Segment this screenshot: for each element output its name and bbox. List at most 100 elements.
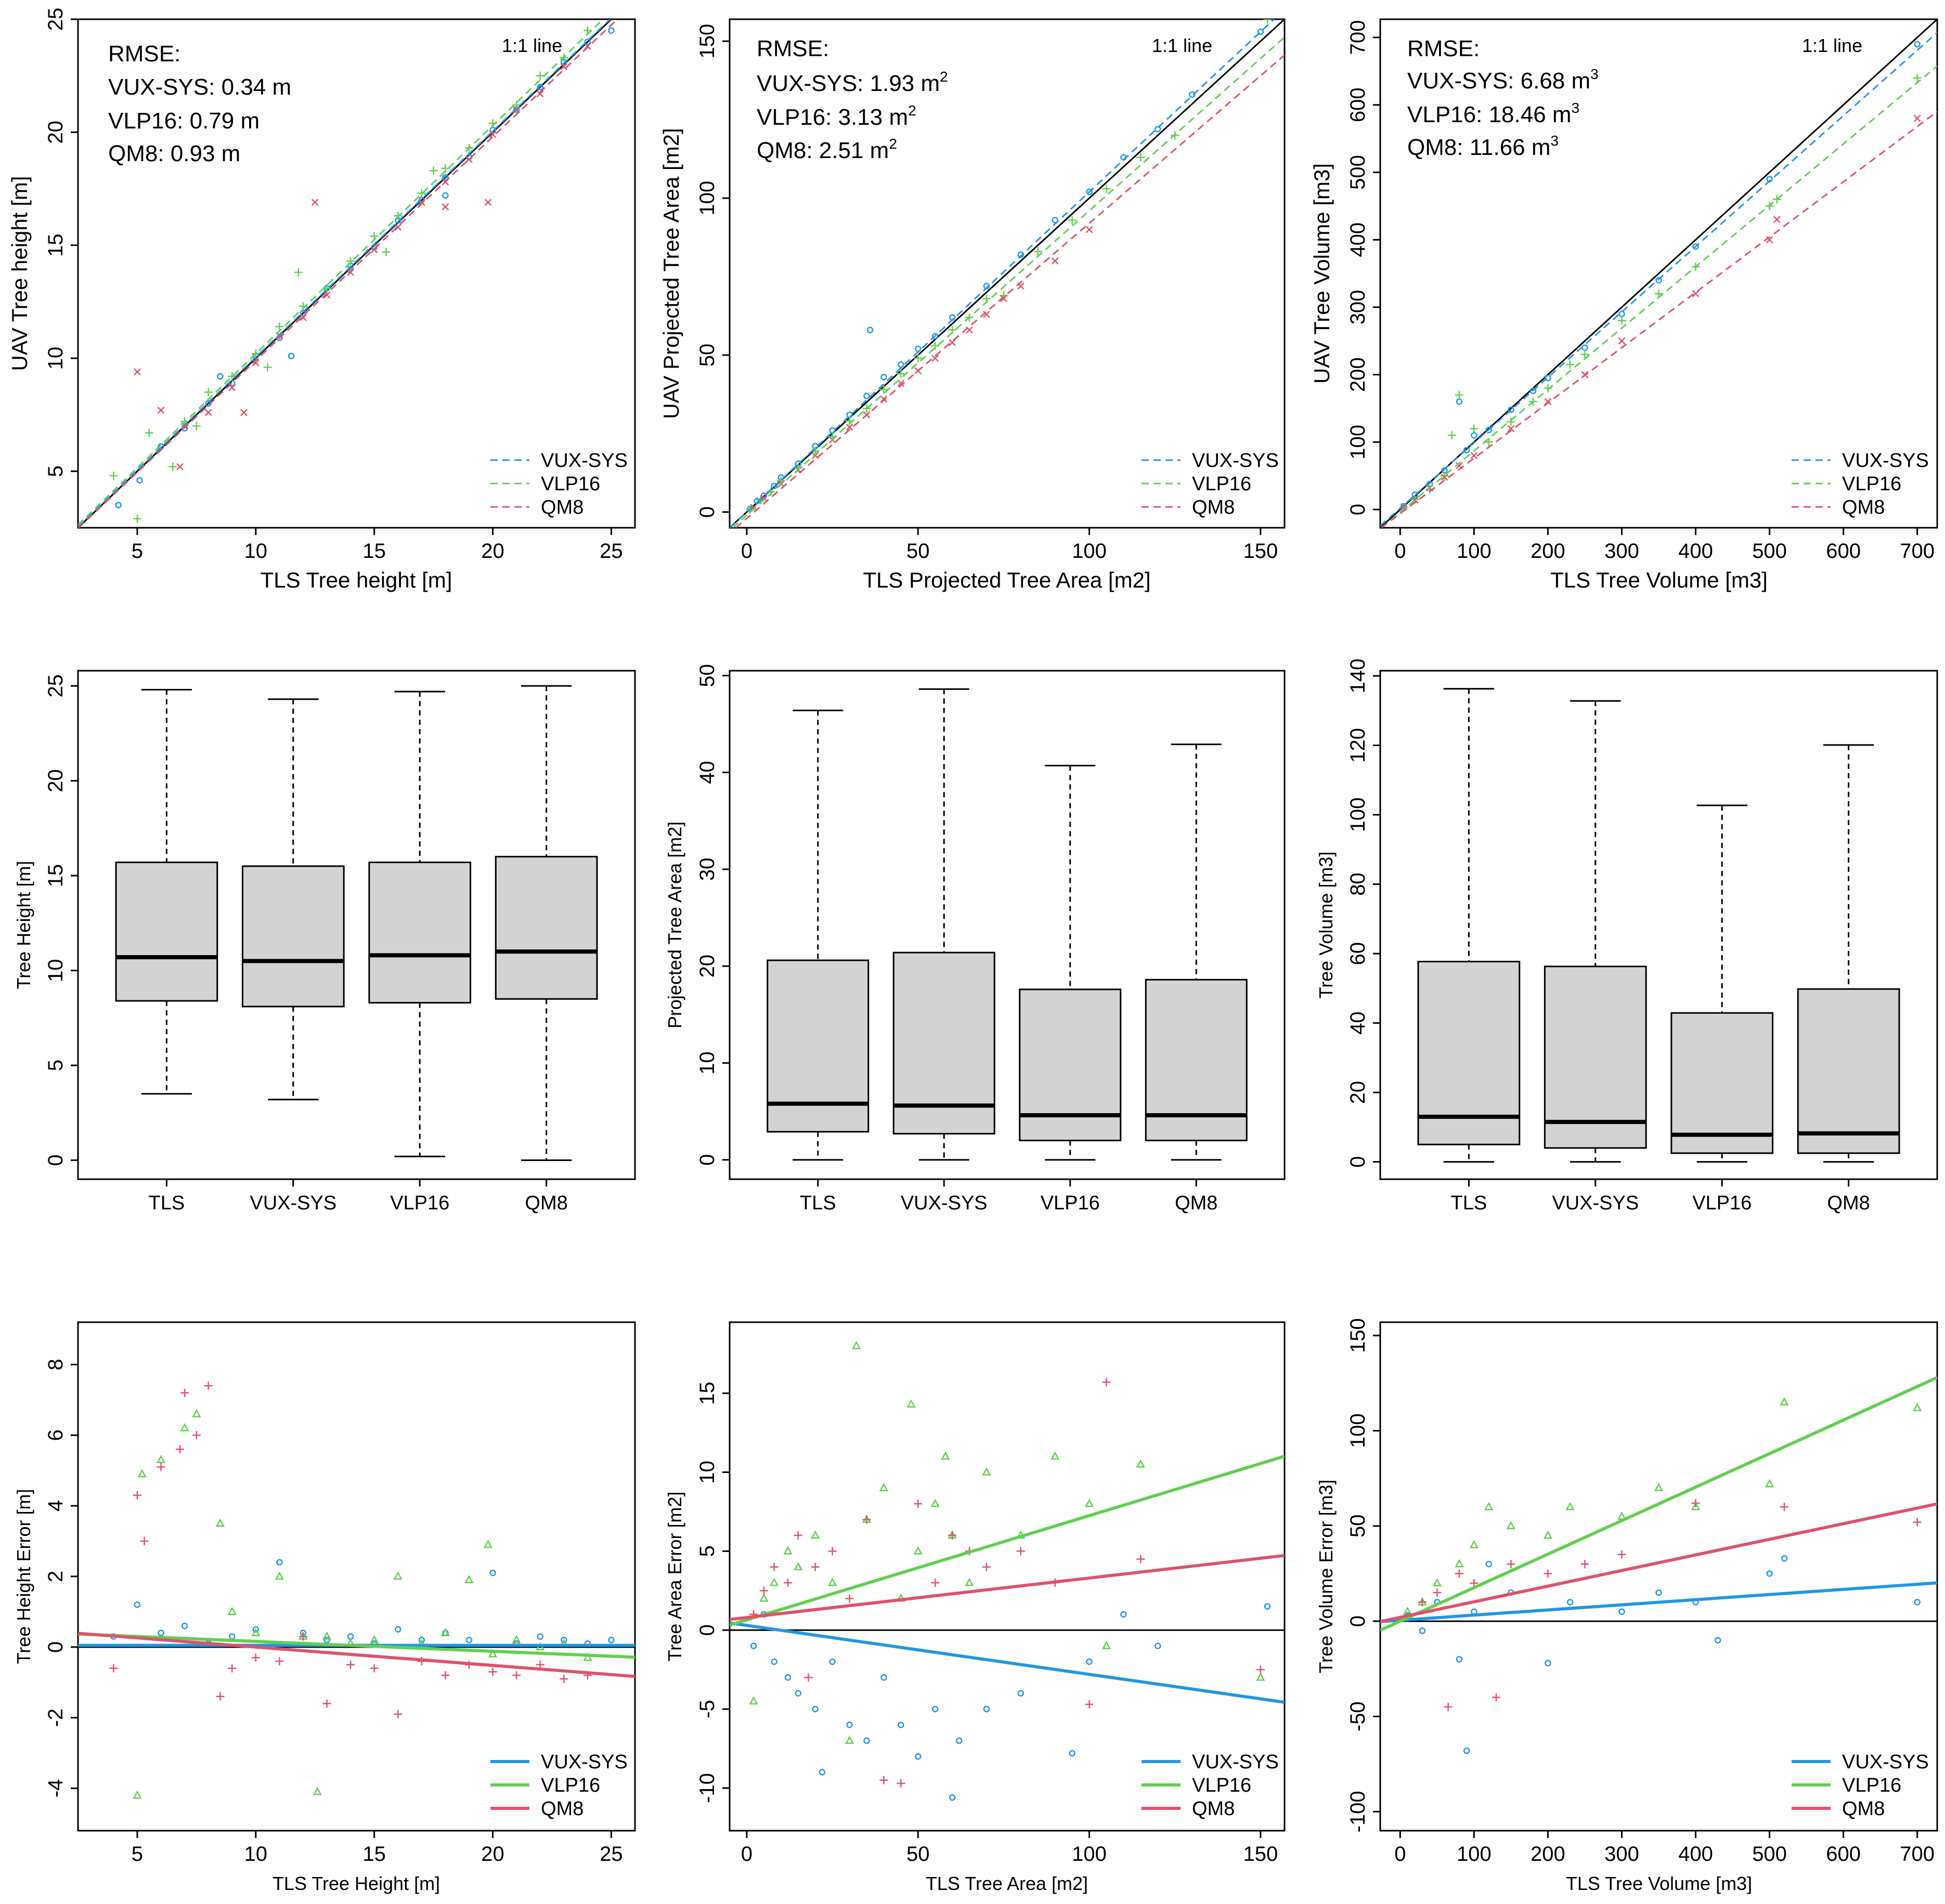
data-point-qm8: [982, 1562, 991, 1571]
panel-height-box: TLS VUX-SYS VLP16 QM8 0 5 10 15 20 25 Tree Heigh…: [13, 670, 636, 1214]
y-tick-label: 4: [44, 1500, 67, 1511]
data-marks: [730, 1340, 1285, 1801]
rmse-value: 11.66 m: [1470, 135, 1551, 160]
rmse-label: VLP16:: [757, 105, 832, 130]
data-point-vlp: [536, 71, 544, 80]
data-point-vux: [1914, 1599, 1921, 1606]
rmse-exponent: 3: [1590, 66, 1599, 82]
data-point-vux: [771, 1658, 777, 1665]
legend-label-vux: VUX-SYS: [541, 1751, 628, 1773]
x-tick-label: 0: [1394, 540, 1406, 563]
data-point-vlp: [811, 1530, 820, 1539]
data-point-vux: [750, 1642, 757, 1649]
y-tick-label: 120: [1346, 728, 1369, 763]
y-axis: -10 -5 0 5 10 15: [696, 1381, 730, 1803]
one-to-one-label: 1:1 line: [1152, 35, 1212, 56]
rmse-title: RMSE:: [1407, 36, 1480, 61]
data-point-vlp: [931, 341, 940, 350]
data-point-vlp: [1772, 195, 1781, 204]
x-tick-label: 200: [1531, 540, 1565, 563]
y-axis: 0 20 40 60 80 100 120 140: [1346, 659, 1380, 1168]
data-point-vux: [465, 1637, 473, 1644]
rmse-label: VLP16:: [1407, 102, 1482, 127]
plot-area: [78, 10, 618, 528]
y-axis-title: Tree Height [m]: [13, 861, 34, 989]
y-tick-label: 500: [1346, 155, 1369, 190]
data-point-vlp: [322, 1631, 332, 1640]
data-point-qm8: [299, 1632, 307, 1641]
data-point-vlp: [1136, 1459, 1145, 1468]
plot-area: [730, 1340, 1285, 1801]
x-axis-title: TLS Projected Tree Area [m2]: [863, 568, 1150, 592]
one-to-one-label: 1:1 line: [1802, 35, 1862, 56]
rmse-value: 6.68 m: [1521, 68, 1591, 94]
y-tick-label: 100: [696, 181, 719, 216]
data-point-vux: [1545, 1660, 1551, 1666]
x-tick-label: 20: [481, 540, 504, 563]
legend-label-qm8: QM8: [1842, 1798, 1885, 1820]
data-point-vlp: [827, 1577, 837, 1586]
data-point-qm8: [1418, 1598, 1427, 1607]
fit-line-vux-sys: [730, 19, 1275, 528]
rmse-value: 0.34 m: [222, 74, 292, 100]
data-point-vlp: [607, 10, 615, 19]
y-tick-label: 50: [696, 344, 719, 367]
data-point-qm8: [536, 90, 544, 98]
x-axis: 5 10 15 20 25: [132, 528, 623, 563]
data-point-qm8: [442, 203, 449, 211]
data-point-qm8: [828, 1547, 837, 1556]
data-point-qm8: [1617, 1550, 1626, 1559]
data-point-qm8: [512, 1671, 521, 1680]
rmse-row: QM8: 11.66 m3: [1407, 133, 1559, 160]
legend-label-vux: VUX-SYS: [1842, 1751, 1929, 1773]
x-tick-label: 15: [362, 1843, 386, 1866]
category-label: VLP16: [390, 1192, 449, 1214]
y-tick-label: 300: [1346, 290, 1369, 324]
data-point-vlp: [1470, 424, 1479, 433]
panel-volume-box: TLS VUX-SYS VLP16 QM8 0 20 40 60 80 100 120 140 Tr…: [1315, 659, 1938, 1214]
data-point-qm8: [879, 1776, 888, 1784]
y-tick-label: 40: [1346, 1011, 1369, 1035]
x-tick-label: 600: [1826, 540, 1861, 563]
data-point-qm8: [1492, 1693, 1501, 1702]
y-tick-label: 25: [44, 8, 67, 31]
data-point-vlp: [464, 1575, 474, 1584]
data-point-vux: [812, 1705, 819, 1713]
data-point-vlp: [1617, 316, 1626, 325]
data-point-vlp: [759, 1593, 769, 1602]
data-point-vux: [1714, 1637, 1721, 1644]
y-tick-label: 150: [696, 24, 719, 59]
y-tick-label: 20: [696, 955, 719, 978]
data-point-vux: [158, 1629, 164, 1636]
fit-line-vlp16: [1380, 1376, 1937, 1632]
data-marks: [78, 1381, 635, 1799]
data-point-vlp: [1566, 360, 1575, 369]
data-point-vux: [252, 1626, 260, 1633]
rmse-value: 3.13 m: [838, 105, 909, 130]
data-point-qm8: [846, 423, 853, 431]
rmse-row: VUX-SYS: 0.34 m: [108, 74, 291, 100]
data-point-vux: [608, 27, 615, 34]
data-point-qm8: [346, 1660, 355, 1669]
legend-label-qm8: QM8: [541, 1798, 584, 1820]
legend-label-qm8: QM8: [1842, 497, 1885, 518]
fit-line-vux-sys: [78, 19, 611, 527]
category-label: TLS: [149, 1192, 185, 1214]
data-point-qm8: [489, 131, 497, 138]
data-point-qm8: [1000, 295, 1007, 303]
x-tick-label: 20: [481, 1843, 504, 1866]
data-point-vux: [771, 482, 777, 489]
legend: VUX-SYS VLP16 QM8: [490, 450, 628, 518]
x-tick-label: 700: [1900, 1843, 1935, 1866]
x-tick-label: 500: [1752, 1843, 1787, 1866]
category-label: VLP16: [1692, 1192, 1752, 1214]
data-point-vux: [1692, 243, 1699, 250]
y-axis: 5 10 15 20 25: [44, 8, 78, 477]
data-point-qm8: [347, 268, 354, 276]
legend-label-vlp: VLP16: [1842, 1775, 1901, 1796]
data-point-vlp: [393, 1571, 403, 1580]
plot-area: [1380, 1376, 1937, 1754]
y-tick-label: 20: [44, 121, 67, 144]
data-point-qm8: [794, 1531, 802, 1540]
